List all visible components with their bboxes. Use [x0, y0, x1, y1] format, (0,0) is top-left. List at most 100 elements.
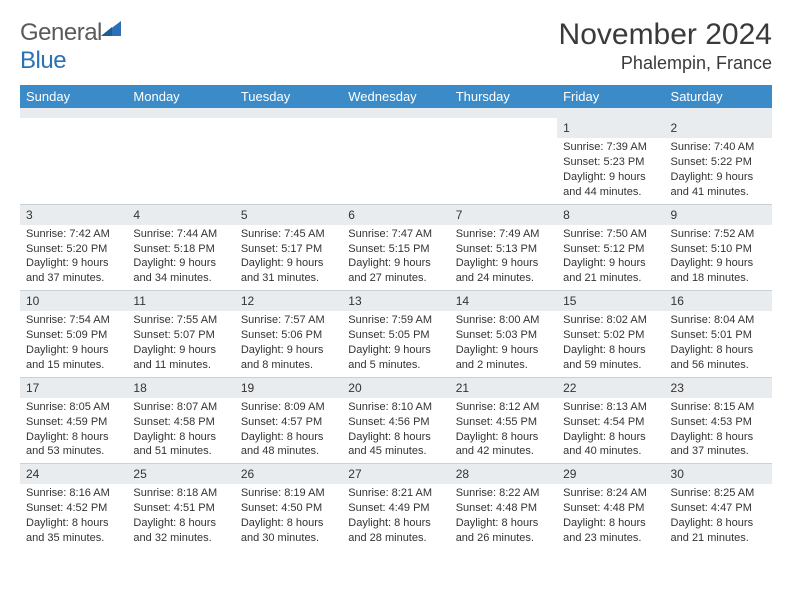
daylight-line: Daylight: 8 hours and 37 minutes.	[671, 430, 766, 460]
sunrise-line: Sunrise: 8:05 AM	[26, 400, 121, 415]
dow-friday: Friday	[557, 85, 664, 108]
day-number: 13	[342, 291, 449, 311]
day-number: 28	[450, 464, 557, 484]
daylight-line: Daylight: 8 hours and 59 minutes.	[563, 343, 658, 373]
calendar-week-row: 3Sunrise: 7:42 AMSunset: 5:20 PMDaylight…	[20, 204, 772, 291]
calendar-page: General Blue November 2024 Phalempin, Fr…	[0, 0, 792, 612]
dow-saturday: Saturday	[665, 85, 772, 108]
calendar-week-row: 1Sunrise: 7:39 AMSunset: 5:23 PMDaylight…	[20, 118, 772, 204]
daylight-line: Daylight: 8 hours and 21 minutes.	[671, 516, 766, 546]
sunset-line: Sunset: 5:17 PM	[241, 242, 336, 257]
daylight-line: Daylight: 8 hours and 35 minutes.	[26, 516, 121, 546]
sunrise-line: Sunrise: 8:09 AM	[241, 400, 336, 415]
sunrise-line: Sunrise: 8:24 AM	[563, 486, 658, 501]
calendar-table: Sunday Monday Tuesday Wednesday Thursday…	[20, 85, 772, 550]
calendar-day-cell: 12Sunrise: 7:57 AMSunset: 5:06 PMDayligh…	[235, 291, 342, 378]
calendar-day-cell: 7Sunrise: 7:49 AMSunset: 5:13 PMDaylight…	[450, 204, 557, 291]
day-number: 20	[342, 378, 449, 398]
dow-wednesday: Wednesday	[342, 85, 449, 108]
sunset-line: Sunset: 5:15 PM	[348, 242, 443, 257]
title-block: November 2024 Phalempin, France	[559, 18, 772, 74]
daylight-line: Daylight: 8 hours and 42 minutes.	[456, 430, 551, 460]
day-number: 4	[127, 205, 234, 225]
daylight-line: Daylight: 8 hours and 40 minutes.	[563, 430, 658, 460]
daylight-line: Daylight: 9 hours and 21 minutes.	[563, 256, 658, 286]
daylight-line: Daylight: 9 hours and 34 minutes.	[133, 256, 228, 286]
calendar-week-row: 10Sunrise: 7:54 AMSunset: 5:09 PMDayligh…	[20, 291, 772, 378]
sunset-line: Sunset: 5:03 PM	[456, 328, 551, 343]
brand-general: General	[20, 19, 102, 46]
day-number: 27	[342, 464, 449, 484]
day-number: 9	[665, 205, 772, 225]
day-number: 12	[235, 291, 342, 311]
calendar-day-cell: 5Sunrise: 7:45 AMSunset: 5:17 PMDaylight…	[235, 204, 342, 291]
daylight-line: Daylight: 8 hours and 26 minutes.	[456, 516, 551, 546]
sunset-line: Sunset: 4:47 PM	[671, 501, 766, 516]
day-number: 19	[235, 378, 342, 398]
calendar-day-cell: 15Sunrise: 8:02 AMSunset: 5:02 PMDayligh…	[557, 291, 664, 378]
sunset-line: Sunset: 5:12 PM	[563, 242, 658, 257]
sunrise-line: Sunrise: 7:57 AM	[241, 313, 336, 328]
calendar-day-cell: 16Sunrise: 8:04 AMSunset: 5:01 PMDayligh…	[665, 291, 772, 378]
daylight-line: Daylight: 8 hours and 32 minutes.	[133, 516, 228, 546]
sunrise-line: Sunrise: 8:19 AM	[241, 486, 336, 501]
sunrise-line: Sunrise: 8:07 AM	[133, 400, 228, 415]
calendar-day-cell: 23Sunrise: 8:15 AMSunset: 4:53 PMDayligh…	[665, 377, 772, 464]
daylight-line: Daylight: 9 hours and 41 minutes.	[671, 170, 766, 200]
calendar-day-cell: 29Sunrise: 8:24 AMSunset: 4:48 PMDayligh…	[557, 464, 664, 550]
sunrise-line: Sunrise: 8:04 AM	[671, 313, 766, 328]
day-number: 21	[450, 378, 557, 398]
calendar-empty-cell	[342, 118, 449, 204]
day-number: 5	[235, 205, 342, 225]
sunrise-line: Sunrise: 8:25 AM	[671, 486, 766, 501]
sunset-line: Sunset: 4:50 PM	[241, 501, 336, 516]
calendar-day-cell: 18Sunrise: 8:07 AMSunset: 4:58 PMDayligh…	[127, 377, 234, 464]
calendar-empty-cell	[20, 118, 127, 204]
page-header: General Blue November 2024 Phalempin, Fr…	[20, 18, 772, 75]
calendar-week-row: 17 Sunrise: 8:05 AMSunset: 4:59 PM Dayligh…	[20, 377, 772, 464]
day-number: 25	[127, 464, 234, 484]
sunrise-line: Sunrise: 8:12 AM	[456, 400, 551, 415]
sunrise-line: Sunrise: 7:40 AM	[671, 140, 766, 155]
sunrise-line: Sunrise: 8:13 AM	[563, 400, 658, 415]
daylight-line: Daylight: 9 hours and 18 minutes.	[671, 256, 766, 286]
sunrise-line: Sunrise: 7:42 AM	[26, 227, 121, 242]
calendar-day-cell: 17Sunrise: 8:05 AMSunset: 4:59 PMDayligh…	[20, 377, 127, 464]
sunrise-line: Sunrise: 8:00 AM	[456, 313, 551, 328]
sunset-line: Sunset: 4:51 PM	[133, 501, 228, 516]
sunrise-line: Sunrise: 8:22 AM	[456, 486, 551, 501]
sunset-line: Sunset: 5:01 PM	[671, 328, 766, 343]
dow-thursday: Thursday	[450, 85, 557, 108]
day-number: 8	[557, 205, 664, 225]
calendar-day-cell: 24Sunrise: 8:16 AMSunset: 4:52 PMDayligh…	[20, 464, 127, 550]
calendar-day-cell: 9 Sunrise: 7:52 AMSunset: 5:10 PMDaylight…	[665, 204, 772, 291]
sunrise-line: Sunrise: 7:54 AM	[26, 313, 121, 328]
daylight-line: Daylight: 9 hours and 15 minutes.	[26, 343, 121, 373]
daylight-line: Daylight: 9 hours and 5 minutes.	[348, 343, 443, 373]
calendar-day-cell: 6Sunrise: 7:47 AMSunset: 5:15 PMDaylight…	[342, 204, 449, 291]
day-number: 10	[20, 291, 127, 311]
day-number: 18	[127, 378, 234, 398]
sunrise-line: Sunrise: 7:45 AM	[241, 227, 336, 242]
sunrise-line: Sunrise: 7:52 AM	[671, 227, 766, 242]
brand-logo: General Blue	[20, 18, 122, 75]
sunset-line: Sunset: 4:53 PM	[671, 415, 766, 430]
day-number: 16	[665, 291, 772, 311]
calendar-day-cell: 1Sunrise: 7:39 AMSunset: 5:23 PMDaylight…	[557, 118, 664, 204]
sunset-line: Sunset: 5:18 PM	[133, 242, 228, 257]
daylight-line: Daylight: 8 hours and 28 minutes.	[348, 516, 443, 546]
sunset-line: Sunset: 5:07 PM	[133, 328, 228, 343]
sunset-line: Sunset: 5:20 PM	[26, 242, 121, 257]
calendar-day-cell: 19Sunrise: 8:09 AMSunset: 4:57 PMDayligh…	[235, 377, 342, 464]
day-number: 24	[20, 464, 127, 484]
sunset-line: Sunset: 4:59 PM	[26, 415, 121, 430]
sunrise-line: Sunrise: 7:55 AM	[133, 313, 228, 328]
sunset-line: Sunset: 5:10 PM	[671, 242, 766, 257]
sunrise-line: Sunrise: 7:50 AM	[563, 227, 658, 242]
day-number: 11	[127, 291, 234, 311]
sunrise-line: Sunrise: 8:15 AM	[671, 400, 766, 415]
calendar-day-cell: 28Sunrise: 8:22 AMSunset: 4:48 PMDayligh…	[450, 464, 557, 550]
day-number: 17	[20, 378, 127, 398]
sunset-line: Sunset: 4:54 PM	[563, 415, 658, 430]
daylight-line: Daylight: 9 hours and 27 minutes.	[348, 256, 443, 286]
